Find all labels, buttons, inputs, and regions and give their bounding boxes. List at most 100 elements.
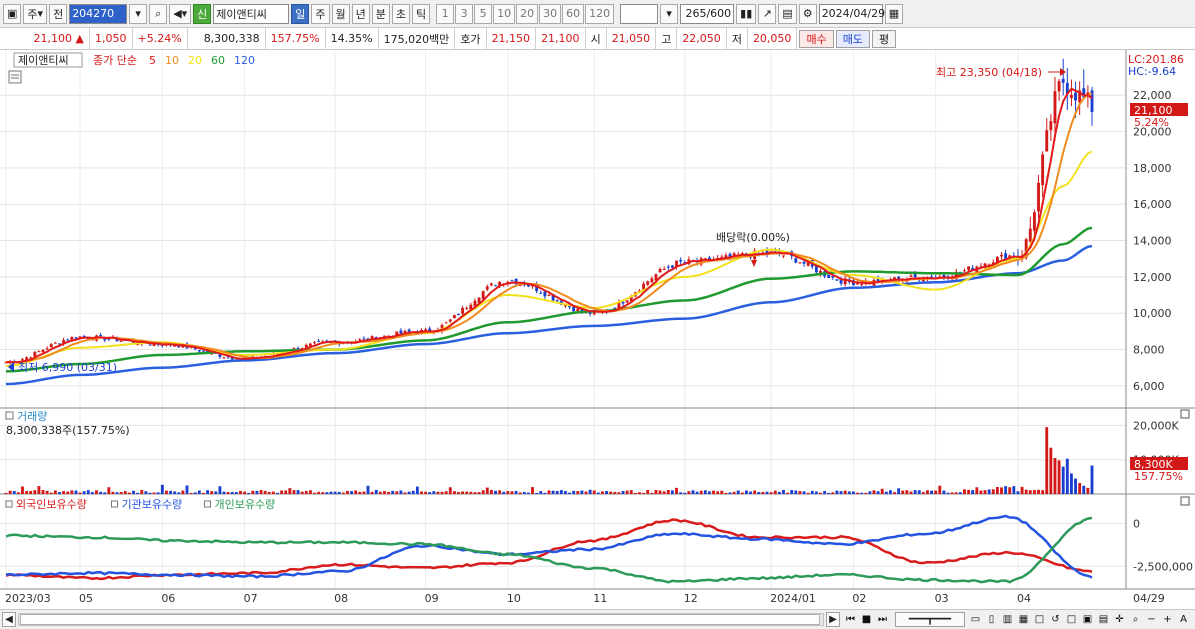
code-dropdown-icon[interactable]: ▾ [129,3,148,24]
candle-body [444,322,448,324]
date-field[interactable]: 2024/04/29 [818,3,885,24]
scroll-thumb[interactable] [20,614,820,625]
volume-bar [197,490,201,494]
rewind-icon[interactable]: ⏮ [846,614,855,625]
current-price: 21,100 ▲ [0,27,90,50]
volume-bar [934,490,938,494]
scroll-left-icon[interactable]: ◀ [2,612,16,627]
buy-button[interactable]: 매수 [799,29,834,48]
market-select[interactable]: 주 ▾ [23,3,48,24]
save-icon[interactable]: ▤ [778,3,797,24]
chart-svg[interactable]: 6,000 8,000 10,000 12,000 14,000 16,000 18,000… [0,50,1195,609]
volume-bar [979,490,983,494]
volume-bar [206,490,210,494]
volume-bar [794,490,798,494]
volume-bar [387,491,391,494]
volume-bar [440,491,444,494]
box-icon-2[interactable]: □ [1066,614,1077,625]
candle-body [197,349,201,352]
calendar-icon[interactable]: ▦ [884,3,904,24]
zoom-icon[interactable]: ⌕ [1132,614,1139,625]
options-icon[interactable]: ▤ [1098,614,1109,625]
candle-body [683,262,687,264]
zoom-in-icon[interactable]: + [1163,614,1172,625]
period-tab-3[interactable]: 년 [351,3,370,24]
candle-body [930,276,934,279]
volume-bar [66,491,70,494]
interval-tab-7[interactable]: 120 [585,3,615,24]
candle-body [658,268,662,273]
interval-tab-5[interactable]: 30 [539,3,562,24]
chart-table-icon[interactable] [8,70,22,84]
candle-body [782,255,785,257]
candle-body [1065,82,1069,95]
scope-button[interactable]: 전 [49,3,68,24]
stock-name-field[interactable]: 제이앤티씨 [213,3,290,24]
gear-icon[interactable]: ⚙ [798,3,817,24]
volume-panel-icon[interactable] [5,411,14,420]
candle-body [25,357,29,360]
volume-bar [732,491,736,494]
price-tick-4: 14,000 [1133,235,1172,248]
period-tab-4[interactable]: 분 [371,3,390,24]
interval-tab-3[interactable]: 10 [493,3,516,24]
scroll-right-icon[interactable]: ▶ [826,612,840,627]
interval-tab-1[interactable]: 3 [455,3,474,24]
stock-name-tag-box[interactable] [13,52,83,68]
sell-button[interactable]: 매도 [835,29,870,48]
zoom-out-icon[interactable]: − [1147,614,1156,625]
ownership-panel-close-icon[interactable] [1180,496,1190,506]
period-tab-0[interactable]: 일 [291,3,310,24]
volume-bar [777,491,781,494]
search-icon[interactable]: ⌕ [149,3,168,24]
interval-tab-0[interactable]: 1 [436,3,455,24]
ownership-legend-box-1[interactable] [111,500,118,508]
screen-menu-icon[interactable]: ▣ [3,3,22,24]
bar-count-field[interactable]: 265/600 [680,3,735,24]
box-icon[interactable]: □ [1034,614,1045,625]
stock-code-input[interactable]: 204270 [69,3,128,24]
volume-bar [1041,490,1045,494]
ownership-legend-box-2[interactable] [204,500,211,508]
chart-area[interactable]: 6,000 8,000 10,000 12,000 14,000 16,000 18,000… [0,50,1195,609]
up-triangle-icon: ▲ [75,32,84,45]
evaluation-button[interactable]: 평 [871,29,897,48]
period-tab-6[interactable]: 틱 [412,3,431,24]
chart-type-icon[interactable]: ▮▮ [736,3,757,24]
font-size-icon[interactable]: A [1180,614,1187,625]
stock-name-tag: 제이앤티씨 [18,54,69,67]
stop-icon[interactable]: ■ [861,614,872,625]
speaker-icon[interactable]: ◀▾ [169,3,192,24]
fit-icon[interactable]: ▭ [970,614,981,625]
volume-panel-close-icon[interactable] [1180,409,1190,419]
ownership-legend-box-0[interactable] [5,500,13,508]
interval-tab-2[interactable]: 5 [474,3,493,24]
draw-tool-icon[interactable]: ↗ [758,3,777,24]
interval-dropdown-icon[interactable]: ▾ [660,3,679,24]
reset-icon[interactable]: ↺ [1051,614,1060,625]
volume-bar [267,491,271,494]
expand-icon[interactable]: ▯ [988,614,995,625]
candle-body [37,351,41,353]
volume-bar [1037,489,1040,494]
new-listing-badge[interactable]: 신 [193,3,212,24]
candle-body [45,348,49,350]
photo-icon[interactable]: ▣ [1082,614,1093,625]
period-tab-5[interactable]: 초 [391,3,411,24]
volume-tag: 8,300K [1134,458,1173,471]
ma-legend-item-0: 5 [149,54,156,67]
period-tab-1[interactable]: 주 [311,3,330,24]
candle-body [62,340,66,345]
volume-bar [617,492,621,494]
period-tab-2[interactable]: 월 [331,3,350,24]
interval-custom-input[interactable] [620,3,659,24]
interval-tab-4[interactable]: 20 [516,3,539,24]
grid-icon[interactable]: ▦ [1018,614,1029,625]
interval-tab-6[interactable]: 60 [562,3,585,24]
split-icon[interactable]: ▥ [1002,614,1013,625]
zoom-slider[interactable]: ━━━┳━━━ [895,612,965,627]
volume-bar [477,492,481,494]
volume-bar [901,490,905,494]
crosshair-icon[interactable]: ✛ [1115,614,1124,625]
forward-icon[interactable]: ⏭ [878,614,887,625]
